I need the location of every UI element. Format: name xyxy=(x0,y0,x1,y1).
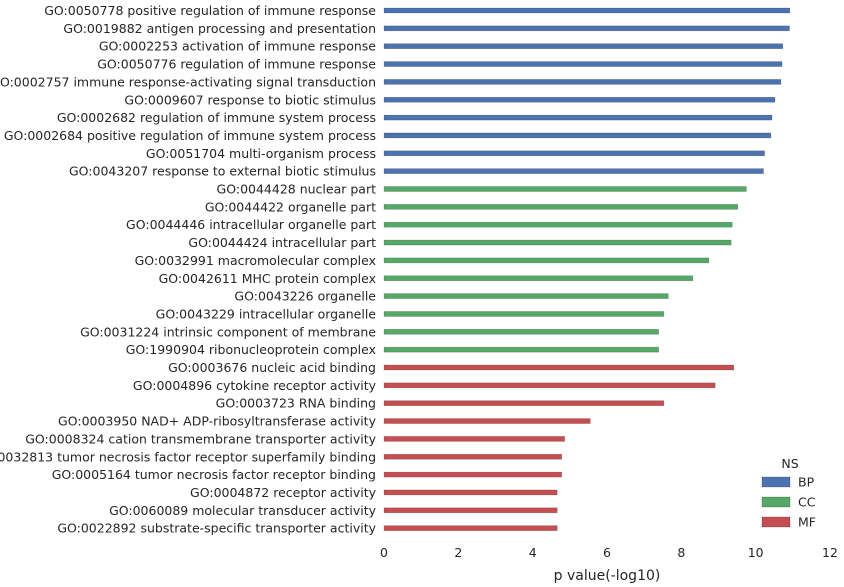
bar-mf-2 xyxy=(383,382,716,389)
x-tick-label: 4 xyxy=(529,545,537,560)
x-axis-label: p value(-log10) xyxy=(554,568,661,584)
bars-layer xyxy=(383,7,791,531)
x-tick-label: 2 xyxy=(454,545,462,560)
category-label: GO:0019882 antigen processing and presen… xyxy=(63,21,376,36)
x-tick-label: 8 xyxy=(677,545,685,560)
x-tick-label: 10 xyxy=(748,545,764,560)
bar-mf-6 xyxy=(383,453,562,460)
x-tick-label: 0 xyxy=(380,545,388,560)
category-label: GO:0004896 cytokine receptor activity xyxy=(133,378,377,393)
category-label: GO:0043207 response to external biotic s… xyxy=(69,164,376,179)
category-label: GO:0022892 substrate-specific transporte… xyxy=(57,521,376,536)
bar-cc-2 xyxy=(383,204,739,210)
legend-title: NS xyxy=(781,456,798,471)
bar-bp-5 xyxy=(383,79,782,85)
x-axis-ticks: 0 2 4 6 8 10 12 xyxy=(380,545,838,560)
bar-bp-8 xyxy=(383,132,772,139)
bar-cc-10 xyxy=(383,346,659,353)
bar-cc-1 xyxy=(383,186,747,192)
category-label: GO:0050776 regulation of immune response xyxy=(97,57,376,72)
category-label: GO:0044424 intracellular part xyxy=(188,235,376,250)
category-label: GO:0044428 nuclear part xyxy=(217,182,377,197)
category-label: GO:0003723 RNA binding xyxy=(216,396,376,411)
category-label: GO:0002757 immune response-activating si… xyxy=(0,74,376,89)
legend-label-bp: BP xyxy=(798,475,815,490)
category-label: GO:0043226 organelle xyxy=(234,289,376,304)
bar-bp-1 xyxy=(383,7,791,14)
category-label: GO:0002684 positive regulation of immune… xyxy=(4,128,376,143)
bar-cc-6 xyxy=(383,275,694,282)
bar-cc-5 xyxy=(383,257,710,264)
category-label: GO:0044446 intracellular organelle part xyxy=(126,217,376,232)
bar-mf-7 xyxy=(383,471,562,478)
bar-mf-9 xyxy=(383,507,558,514)
legend-swatch-mf xyxy=(761,516,791,528)
bar-bp-3 xyxy=(383,43,784,50)
bar-bp-2 xyxy=(383,25,790,32)
bar-cc-8 xyxy=(383,311,665,317)
category-label: GO:0031224 intrinsic component of membra… xyxy=(80,324,376,339)
bar-cc-4 xyxy=(383,239,732,246)
category-label: GO:0043229 intracellular organelle xyxy=(156,306,377,321)
bar-mf-1 xyxy=(383,364,735,371)
category-label: GO:0009607 response to biotic stimulus xyxy=(124,92,376,107)
category-label: GO:0042611 MHC protein complex xyxy=(159,271,376,286)
bar-mf-3 xyxy=(383,400,665,407)
category-label: GO:0051704 multi-organism process xyxy=(146,146,376,161)
bar-mf-5 xyxy=(383,436,565,442)
category-label: GO:0005164 tumor necrosis factor recepto… xyxy=(52,467,376,482)
bar-cc-7 xyxy=(383,293,669,299)
category-label: GO:0003676 nucleic acid binding xyxy=(168,360,376,375)
bar-bp-9 xyxy=(383,150,765,157)
category-label: GO:0060089 molecular transducer activity xyxy=(109,503,377,518)
legend-label-cc: CC xyxy=(798,495,816,510)
category-labels: GO:0050778 positive regulation of immune… xyxy=(0,3,377,536)
bar-mf-8 xyxy=(383,489,558,496)
legend-swatch-cc xyxy=(761,496,791,508)
bar-cc-3 xyxy=(383,221,733,228)
x-tick-label: 12 xyxy=(822,545,838,560)
category-label: GO:0002253 activation of immune response xyxy=(99,39,376,54)
bar-bp-6 xyxy=(383,96,776,103)
category-label: GO:0002682 regulation of immune system p… xyxy=(57,110,376,125)
bar-mf-4 xyxy=(383,418,591,424)
legend-label-mf: MF xyxy=(798,515,816,530)
x-tick-label: 6 xyxy=(603,545,611,560)
category-label: GO:0032991 macromolecular complex xyxy=(135,253,376,268)
category-label: GO:0044422 organelle part xyxy=(205,199,376,214)
category-label: GO:1990904 ribonucleoprotein complex xyxy=(126,342,376,357)
bar-bp-4 xyxy=(383,61,783,67)
bar-mf-10 xyxy=(383,525,558,531)
category-label: GO:0003950 NAD+ ADP-ribosyltransferase a… xyxy=(58,414,377,429)
legend-swatch-bp xyxy=(761,476,791,488)
category-label: GO:0032813 tumor necrosis factor recepto… xyxy=(0,449,376,464)
category-label: GO:0008324 cation transmembrane transpor… xyxy=(25,431,376,446)
bar-cc-9 xyxy=(383,328,659,335)
bar-bp-7 xyxy=(383,114,773,121)
category-label: GO:0004872 receptor activity xyxy=(190,485,377,500)
legend: NS BP CC MF xyxy=(761,456,816,530)
bar-bp-10 xyxy=(383,168,764,174)
category-label: GO:0050778 positive regulation of immune… xyxy=(44,3,376,18)
